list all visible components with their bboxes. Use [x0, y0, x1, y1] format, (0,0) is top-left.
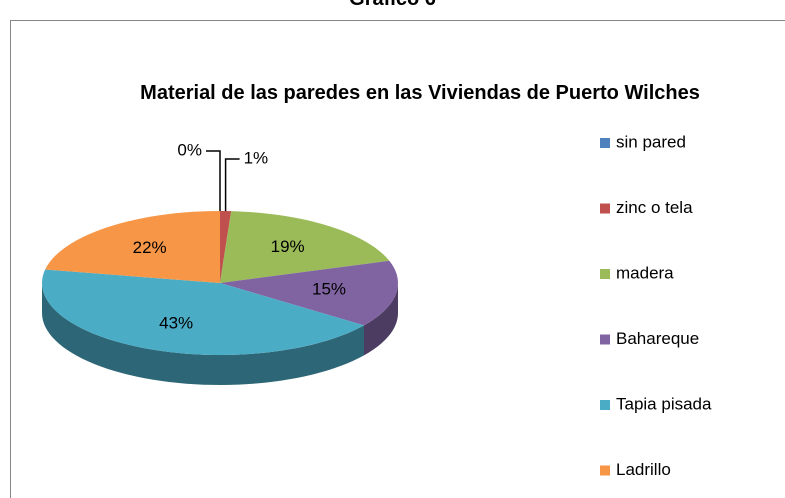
chart-frame: [10, 20, 785, 498]
legend-swatch: [600, 138, 610, 148]
data-label: 15%: [312, 279, 346, 298]
legend-swatch: [600, 400, 610, 410]
legend-swatch: [600, 269, 610, 279]
data-label: 19%: [271, 237, 305, 256]
data-label: 43%: [159, 313, 193, 332]
pie-slice: [220, 211, 232, 283]
data-label: 22%: [133, 238, 167, 257]
legend-swatch: [600, 334, 610, 345]
pie-slice: [220, 260, 398, 326]
legend-label: zinc o tela: [616, 198, 693, 217]
pie-slice: [45, 211, 221, 283]
legend-label: madera: [616, 263, 674, 282]
legend-label: Bahareque: [616, 329, 699, 348]
page-header: Grafico 6: [0, 0, 785, 11]
legend-label: Ladrillo: [616, 460, 671, 479]
pie-slice: [42, 269, 365, 355]
legend-label: sin pared: [616, 132, 686, 151]
leader-line: [224, 158, 240, 212]
pie-side: [42, 283, 365, 385]
legend-swatch: [600, 203, 610, 214]
legend-swatch: [600, 465, 610, 476]
pie-side: [364, 283, 398, 356]
pie-slice: [220, 211, 390, 283]
legend-label: Tapia pisada: [616, 394, 712, 413]
data-label: 0%: [177, 140, 202, 159]
data-label: 1%: [244, 149, 269, 168]
leader-line: [206, 150, 221, 211]
chart-title: Material de las paredes en las Viviendas…: [140, 82, 700, 104]
